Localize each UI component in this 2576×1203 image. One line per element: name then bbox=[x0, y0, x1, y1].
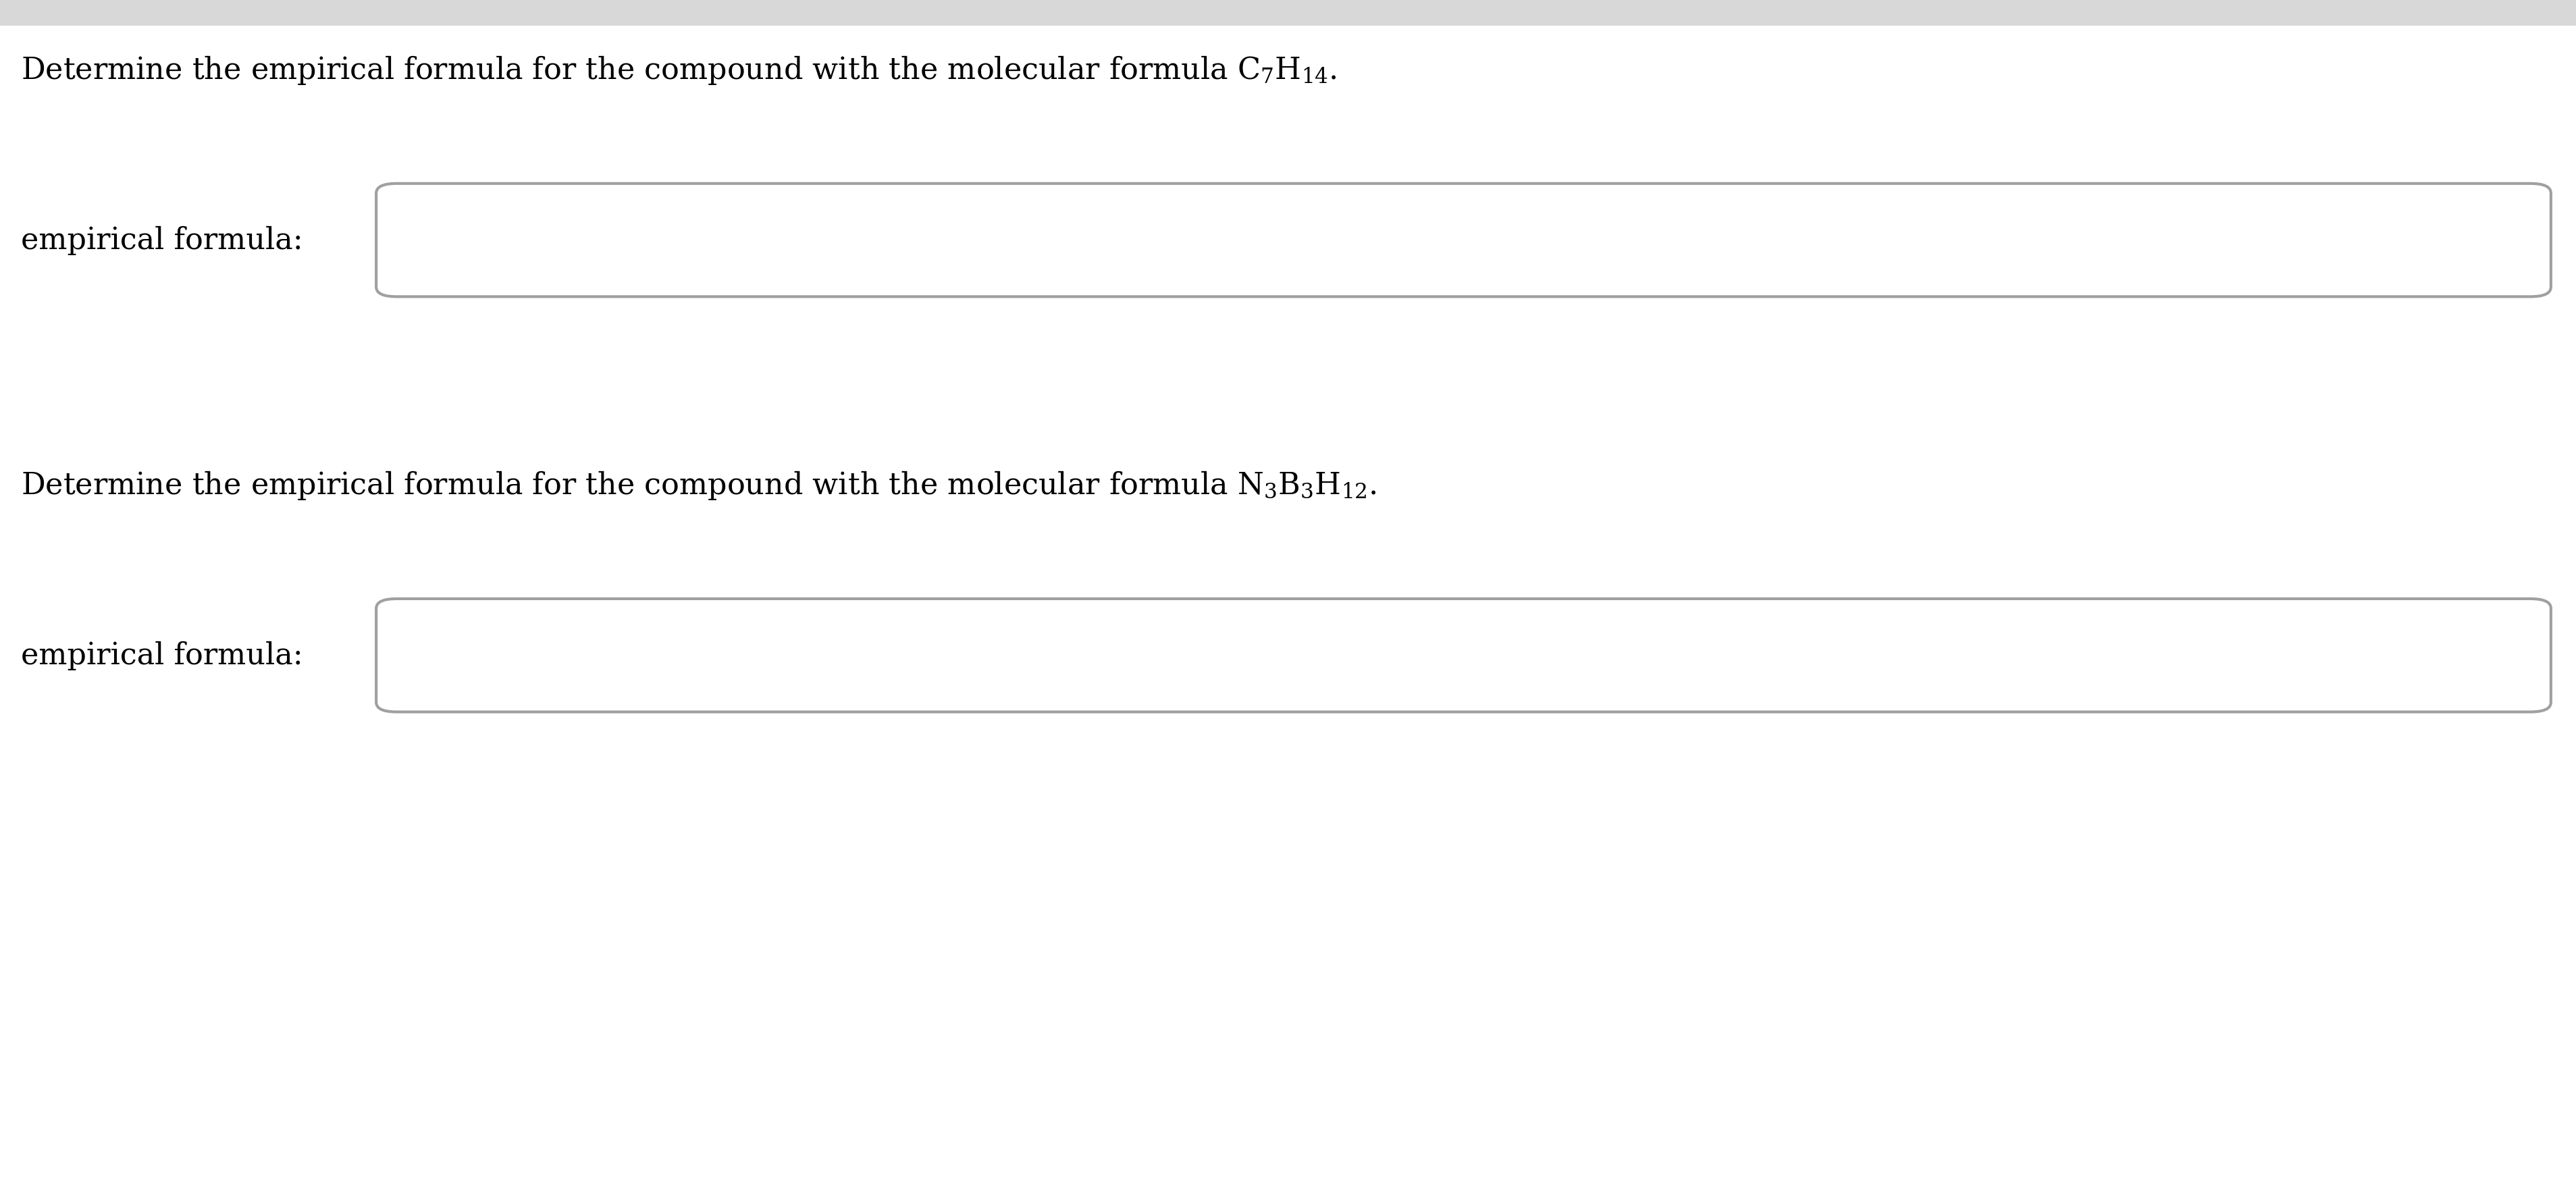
Text: Determine the empirical formula for the compound with the molecular formula $\ma: Determine the empirical formula for the … bbox=[21, 469, 1376, 502]
Text: Determine the empirical formula for the compound with the molecular formula $\ma: Determine the empirical formula for the … bbox=[21, 54, 1337, 87]
Text: empirical formula:: empirical formula: bbox=[21, 641, 301, 670]
FancyBboxPatch shape bbox=[0, 0, 2576, 26]
FancyBboxPatch shape bbox=[376, 184, 2550, 297]
FancyBboxPatch shape bbox=[376, 599, 2550, 712]
Text: empirical formula:: empirical formula: bbox=[21, 226, 301, 255]
